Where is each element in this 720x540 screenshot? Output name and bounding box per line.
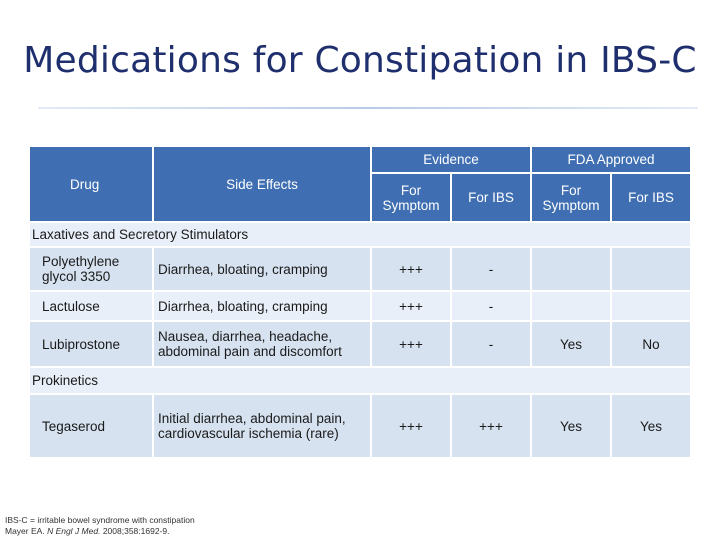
evidence-ibs: -	[449, 246, 533, 292]
drug-name: Tegaserod	[28, 393, 154, 459]
fda-ibs: Yes	[610, 393, 693, 459]
header-drug: Drug	[28, 145, 154, 223]
reference-author: Mayer EA.	[5, 526, 45, 536]
page-title: Medications for Constipation in IBS-C	[23, 40, 697, 81]
title-divider	[38, 107, 698, 109]
side-effects: Diarrhea, bloating, cramping	[152, 290, 372, 322]
header-fda-symptom: For Symptom	[530, 172, 613, 223]
fda-symptom	[530, 290, 613, 322]
evidence-ibs: -	[449, 320, 533, 368]
fda-symptom: Yes	[530, 393, 613, 459]
table-row: Polyethylene glycol 3350 Diarrhea, bloat…	[28, 246, 693, 292]
side-effects: Diarrhea, bloating, cramping	[152, 246, 372, 292]
evidence-ibs: +++	[449, 393, 533, 459]
table-row: Lubiprostone Nausea, diarrhea, headache,…	[28, 320, 693, 368]
evidence-symptom: +++	[370, 393, 452, 459]
section-laxatives: Laxatives and Secretory Stimulators	[27, 221, 693, 248]
table-row: Lactulose Diarrhea, bloating, cramping +…	[28, 290, 693, 322]
side-effects: Nausea, diarrhea, headache, abdominal pa…	[152, 320, 372, 368]
drug-name: Lactulose	[28, 290, 154, 322]
header-fda-ibs: For IBS	[610, 172, 693, 223]
reference-journal: N Engl J Med.	[47, 526, 101, 536]
footnote-reference: Mayer EA. N Engl J Med. 2008;358:1692-9.	[5, 526, 195, 537]
header-evidence: Evidence	[369, 145, 533, 174]
fda-symptom	[530, 246, 613, 292]
evidence-symptom: +++	[370, 320, 452, 368]
section-prokinetics: Prokinetics	[27, 366, 693, 395]
drug-name: Lubiprostone	[28, 320, 154, 368]
side-effects: Initial diarrhea, abdominal pain, cardio…	[152, 393, 372, 459]
header-evidence-symptom: For Symptom	[370, 172, 452, 223]
fda-symptom: Yes	[530, 320, 613, 368]
drug-name: Polyethylene glycol 3350	[28, 246, 154, 292]
medications-table: Drug Side Effects Evidence FDA Approved …	[27, 145, 693, 459]
fda-ibs	[610, 246, 693, 292]
header-evidence-ibs: For IBS	[449, 172, 533, 223]
header-side-effects: Side Effects	[152, 145, 372, 223]
evidence-ibs: -	[449, 290, 533, 322]
evidence-symptom: +++	[370, 290, 452, 322]
header-fda-approved: FDA Approved	[530, 145, 693, 174]
reference-citation: 2008;358:1692-9.	[102, 526, 170, 536]
footnote-abbreviation: IBS-C = irritable bowel syndrome with co…	[5, 515, 195, 525]
fda-ibs: No	[610, 320, 693, 368]
fda-ibs	[610, 290, 693, 322]
evidence-symptom: +++	[370, 246, 452, 292]
footnote: IBS-C = irritable bowel syndrome with co…	[5, 515, 195, 537]
table-row: Tegaserod Initial diarrhea, abdominal pa…	[28, 393, 693, 459]
